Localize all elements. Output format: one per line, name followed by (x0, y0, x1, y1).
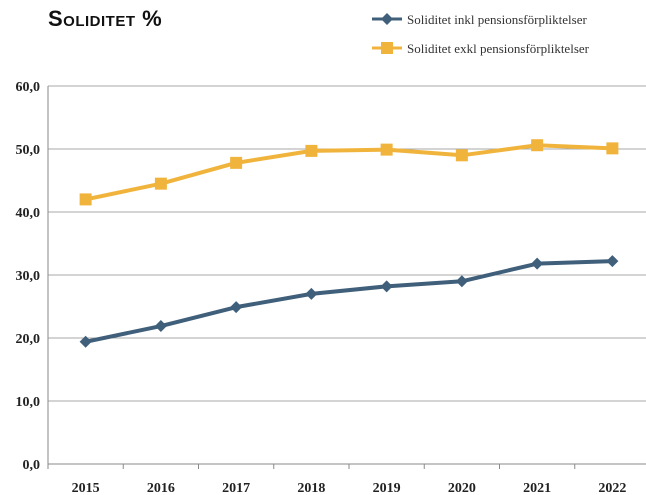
y-tick-label: 40,0 (16, 206, 41, 221)
legend-entry: Soliditet exkl pensionsförpliktelser (372, 41, 590, 56)
x-tick-label: 2019 (373, 481, 401, 495)
series-2 (79, 139, 619, 206)
legend-entry: Soliditet inkl pensionsförpliktelser (372, 12, 587, 27)
grid-lines (48, 85, 646, 402)
legend-marker (381, 13, 393, 25)
x-tick-label: 2018 (297, 481, 325, 495)
x-tick-label: 2015 (72, 481, 100, 495)
legend-label: Soliditet inkl pensionsförpliktelser (407, 12, 587, 27)
data-point (455, 275, 468, 288)
series-line (83, 143, 615, 202)
y-tick-label: 10,0 (16, 395, 41, 410)
data-point (154, 320, 167, 333)
chart-title: Soliditet % (48, 6, 163, 31)
series-1 (79, 255, 619, 348)
data-point (305, 144, 318, 157)
data-point (230, 301, 243, 314)
data-point (380, 280, 393, 293)
y-tick-label: 60,0 (16, 80, 41, 95)
y-axis-ticks: 0,0 10,0 20,0 30,0 40,0 50,0 60,0 (16, 80, 41, 473)
data-point (154, 177, 167, 190)
legend-label: Soliditet exkl pensionsförpliktelser (407, 41, 590, 56)
x-tick-label: 2022 (598, 481, 626, 495)
data-point (531, 257, 544, 270)
y-tick-label: 30,0 (16, 269, 41, 284)
data-point (531, 139, 544, 152)
data-point (606, 142, 619, 155)
series-group (79, 139, 619, 348)
data-point (606, 255, 619, 268)
data-point (230, 156, 243, 169)
data-point (455, 149, 468, 162)
y-tick-label: 20,0 (16, 332, 41, 347)
x-tick-label: 2016 (147, 481, 175, 495)
x-tick-label: 2017 (222, 481, 250, 495)
y-tick-label: 0,0 (23, 458, 41, 473)
data-point (305, 287, 318, 300)
y-tick-label: 50,0 (16, 143, 41, 158)
legend: Soliditet inkl pensionsförpliktelser Soli… (372, 12, 590, 56)
x-axis-ticks: 2015 2016 2017 2018 2019 2020 2021 2022 (47, 464, 626, 495)
series-line (83, 259, 615, 344)
data-point (380, 143, 393, 156)
x-tick-label: 2021 (523, 481, 551, 495)
data-point (79, 335, 92, 348)
x-tick-label: 2020 (448, 481, 476, 495)
data-point (79, 193, 92, 206)
legend-marker (381, 42, 393, 54)
